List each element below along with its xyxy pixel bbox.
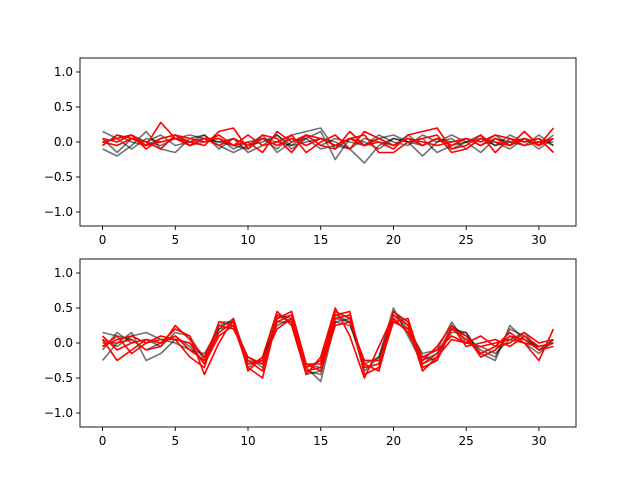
x-tick-label: 20 [386,434,401,448]
red-series-line-4 [101,307,555,379]
x-tick-label: 10 [240,434,255,448]
series-group [101,121,555,164]
red-series-line-7 [101,310,554,372]
x-tick-label: 15 [313,434,328,448]
y-tick-label: 0.5 [54,100,73,114]
red-series-line-8 [102,317,554,372]
bottom-subplot: 0 5 10 15 20 25 30 −1.0 −0.5 0.0 0.5 1.0 [44,258,577,448]
red-series-line-5 [102,310,554,379]
y-tick-label: −0.5 [44,371,73,385]
x-tick-label: 5 [171,233,179,247]
y-tick-label: 1.0 [54,266,73,280]
y-tick-label: 0.0 [54,336,73,350]
x-tick-label: 15 [313,233,328,247]
x-tick-label: 30 [531,233,546,247]
x-tick-label: 0 [99,434,107,448]
x-tick-label: 20 [386,233,401,247]
x-tick-label: 10 [240,233,255,247]
red-series-line-8 [102,137,554,147]
y-tick-label: 0.5 [54,301,73,315]
y-tick-label: −0.5 [44,170,73,184]
series-group [101,307,555,383]
red-series-line-7 [102,130,554,154]
x-tick-label: 30 [531,434,546,448]
y-tick-label: 0.0 [54,135,73,149]
x-tick-label: 0 [99,233,107,247]
y-tick-label: −1.0 [44,406,73,420]
top-subplot: 0 5 10 15 20 25 30 −1.0 −0.5 0.0 0.5 1.0 [44,57,577,247]
x-tick-label: 5 [171,434,179,448]
x-tick-label: 25 [459,434,474,448]
y-tick-label: 1.0 [54,65,73,79]
y-tick-label: −1.0 [44,205,73,219]
x-tick-label: 25 [459,233,474,247]
red-series-line-6 [102,310,554,372]
